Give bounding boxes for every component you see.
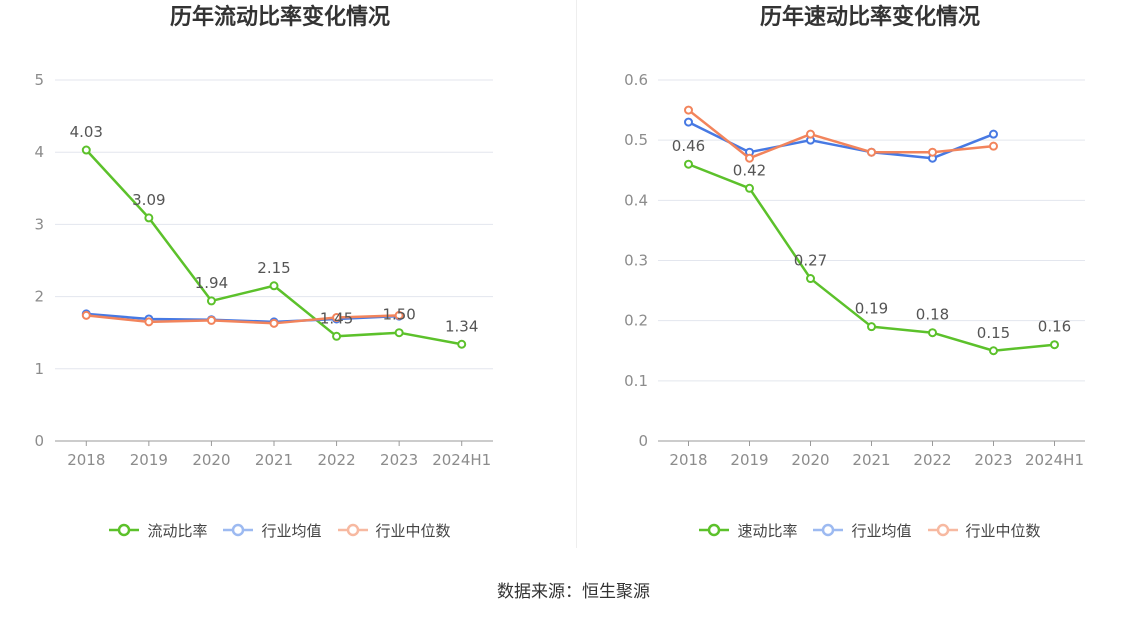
main-ratio-data-label-2021: 0.19 [855, 300, 888, 318]
current-ratio-legend: 流动比率 行业均值 行业中位数 [0, 518, 560, 542]
main-ratio-data-label-2020: 1.94 [195, 274, 228, 292]
quick-ratio-chart: 0 0.1 0.2 0.3 0.4 0.5 0.6 2018 2019 2020 2021 2022 2… [624, 71, 1085, 469]
legend-line-marker-icon [927, 523, 958, 537]
main-ratio-data-label-2018: 4.03 [70, 123, 103, 141]
main-ratio-point-2023[interactable] [394, 328, 404, 338]
industry-median-point-2021[interactable] [269, 318, 279, 328]
data-source-note: 数据来源：恒生聚源 [497, 582, 650, 602]
legend-line-marker-icon [337, 523, 368, 537]
y-tick-label: 0.5 [624, 131, 648, 149]
current-ratio-chart: 0 1 2 3 4 5 2018 2019 2020 2021 2022 2023 2024H1 4.03… [34, 71, 493, 469]
legend-line-marker-icon [699, 523, 730, 537]
main-ratio-data-label-2023: 0.15 [977, 324, 1010, 342]
main-ratio-data-label-2023: 1.50 [382, 306, 415, 324]
legend-item-industry-median[interactable]: 行业中位数 [337, 520, 451, 541]
industry-median-point-2022[interactable] [928, 147, 937, 157]
main-ratio-point-2022[interactable] [928, 328, 937, 338]
y-tick-label: 0.6 [624, 71, 648, 89]
x-tick-label: 2021 [255, 451, 293, 469]
x-tick-label: 2022 [913, 451, 951, 469]
x-tick-label: 2023 [974, 451, 1012, 469]
industry-median-point-2018[interactable] [81, 310, 91, 320]
y-tick-label: 0.1 [624, 372, 648, 390]
industry-median-point-2023[interactable] [394, 310, 404, 320]
y-tick-label: 3 [34, 215, 44, 233]
main-ratio-data-label-2021: 2.15 [257, 259, 290, 277]
legend-label: 流动比率 [147, 521, 208, 540]
main-ratio-data-label-2018: 0.46 [672, 137, 705, 155]
legend-line-marker-icon [813, 523, 844, 537]
legend-item-industry-median[interactable]: 行业中位数 [927, 520, 1041, 541]
industry-mean-point-2018[interactable] [684, 117, 693, 127]
x-tick-label: 2024H1 [1025, 451, 1084, 469]
y-tick-label: 1 [34, 360, 44, 378]
y-tick-label: 0 [638, 432, 648, 450]
quick-ratio-legend: 速动比率 行业均值 行业中位数 [590, 518, 1147, 542]
x-tick-label: 2020 [192, 451, 230, 469]
main-ratio-point-2019[interactable] [745, 183, 754, 193]
main-ratio-data-label-2022: 1.45 [320, 309, 353, 327]
y-tick-label: 5 [34, 71, 44, 89]
industry-median-point-2021[interactable] [867, 147, 876, 157]
industry-median-point-2023[interactable] [989, 141, 998, 151]
x-tick-label: 2023 [380, 451, 418, 469]
main-ratio-data-label-2022: 0.18 [916, 306, 949, 324]
industry-median-point-2019[interactable] [144, 317, 154, 327]
industry-median-line [687, 109, 994, 160]
legend-label: 速动比率 [737, 521, 798, 540]
x-tick-label: 2021 [852, 451, 890, 469]
industry-median-point-2020[interactable] [806, 129, 815, 139]
industry-median-point-2018[interactable] [684, 105, 693, 115]
legend-item-industry-mean[interactable]: 行业均值 [223, 520, 322, 541]
legend-line-marker-icon [223, 523, 254, 537]
legend-label: 行业中位数 [375, 521, 451, 540]
main-ratio-point-2024H1[interactable] [1050, 340, 1059, 350]
industry-median-point-2022[interactable] [332, 313, 342, 323]
y-tick-label: 0 [34, 432, 44, 450]
main-ratio-data-label-2024H1: 0.16 [1038, 318, 1071, 336]
main-ratio-point-2020[interactable] [806, 274, 815, 284]
x-tick-label: 2024H1 [432, 451, 491, 469]
main-ratio-point-2019[interactable] [144, 213, 154, 223]
main-ratio-point-2021[interactable] [269, 281, 279, 291]
main-ratio-point-2024H1[interactable] [457, 339, 467, 349]
industry-mean-line [687, 120, 994, 160]
main-ratio-data-label-2019: 3.09 [132, 191, 165, 209]
legend-item-current-ratio[interactable]: 流动比率 [109, 520, 207, 541]
industry-median-line [86, 314, 400, 325]
x-tick-label: 2019 [130, 451, 168, 469]
main-ratio-data-label-2019: 0.42 [733, 161, 766, 179]
legend-label: 行业均值 [261, 521, 322, 540]
y-tick-label: 0.2 [624, 312, 648, 330]
x-tick-label: 2018 [67, 451, 105, 469]
x-tick-label: 2022 [317, 451, 355, 469]
x-tick-label: 2018 [669, 451, 707, 469]
industry-median-point-2019[interactable] [745, 153, 754, 163]
legend-item-industry-mean[interactable]: 行业均值 [813, 520, 912, 541]
legend-item-quick-ratio[interactable]: 速动比率 [699, 520, 797, 541]
main-ratio-point-2018[interactable] [684, 159, 693, 169]
industry-median-point-2020[interactable] [206, 315, 216, 325]
main-ratio-point-2022[interactable] [332, 331, 342, 341]
main-ratio-data-label-2024H1: 1.34 [445, 317, 478, 335]
y-tick-label: 0.3 [624, 252, 648, 270]
industry-mean-point-2023[interactable] [989, 129, 998, 139]
legend-label: 行业中位数 [965, 521, 1041, 540]
quick-ratio-chart-title: 历年速动比率变化情况 [759, 5, 980, 30]
chart-divider [576, 0, 577, 548]
main-ratio-point-2018[interactable] [81, 145, 91, 155]
y-tick-label: 4 [34, 143, 44, 161]
main-ratio-point-2023[interactable] [989, 346, 998, 356]
x-tick-label: 2020 [791, 451, 829, 469]
legend-line-marker-icon [109, 523, 140, 537]
main-ratio-point-2020[interactable] [206, 296, 216, 306]
x-tick-label: 2019 [730, 451, 768, 469]
main-ratio-point-2021[interactable] [867, 322, 876, 332]
y-tick-label: 0.4 [624, 191, 648, 209]
legend-label: 行业均值 [851, 521, 912, 540]
y-tick-label: 2 [34, 288, 44, 306]
main-ratio-data-label-2020: 0.27 [794, 252, 827, 270]
current-ratio-chart-title: 历年流动比率变化情况 [169, 5, 390, 30]
